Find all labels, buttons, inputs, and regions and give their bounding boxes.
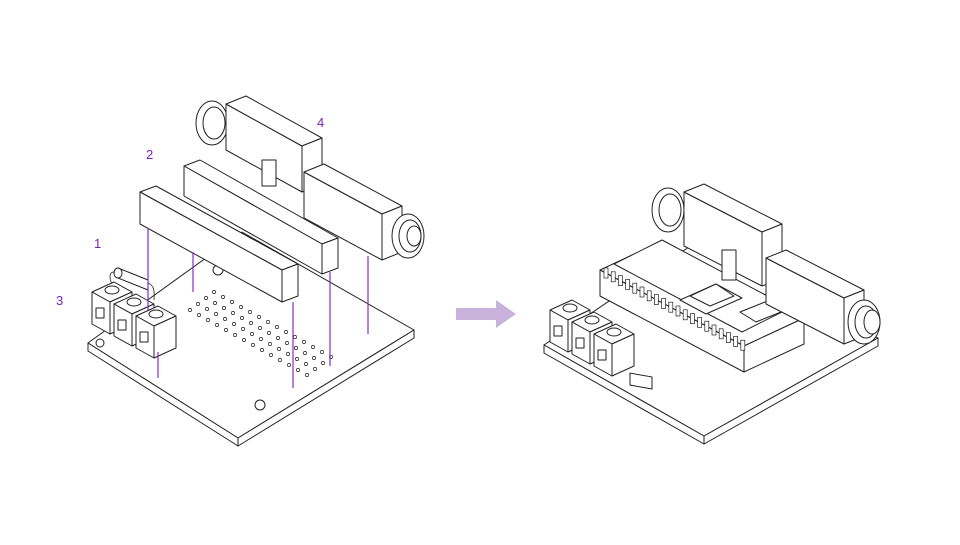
pcb-hole <box>248 310 252 314</box>
pcb-hole <box>313 367 317 371</box>
callout-step-3: 3 <box>56 293 64 308</box>
header-pin <box>690 313 695 324</box>
pcb-hole <box>305 373 309 377</box>
pcb-hole <box>242 338 246 342</box>
header-pin <box>632 282 638 294</box>
pcb-hole <box>287 363 291 367</box>
pcb-hole <box>231 311 235 315</box>
pcb-hole <box>239 305 243 309</box>
pcb-hole <box>296 368 300 372</box>
mounting-hole <box>254 399 266 411</box>
pcb-hole <box>257 315 261 319</box>
pcb-hole <box>241 327 245 331</box>
pcb-hole <box>277 347 281 351</box>
pcb-hole <box>269 353 273 357</box>
pcb-hole <box>312 356 316 360</box>
header-pin <box>733 336 738 347</box>
pcb-hole <box>276 336 280 340</box>
microcontroller-module <box>599 239 805 390</box>
header-pin <box>726 332 731 343</box>
header-pin <box>646 290 652 302</box>
pcb-hole <box>267 331 271 335</box>
pcb-hole <box>213 301 217 305</box>
header-pin <box>661 298 666 309</box>
pcb-hole <box>321 361 325 365</box>
pcb-hole <box>188 308 192 312</box>
audio-jack-connectors <box>195 95 425 261</box>
pcb-hole <box>212 290 216 294</box>
terminal-blocks <box>91 281 177 359</box>
pcb-hole <box>251 343 255 347</box>
pcb-hole <box>249 321 253 325</box>
pcb-hole <box>215 323 219 327</box>
pcb-hole <box>304 362 308 366</box>
pcb-hole <box>268 342 272 346</box>
pcb-hole <box>204 296 208 300</box>
pcb-hole <box>250 332 254 336</box>
header-pin <box>740 339 746 351</box>
pcb-hole <box>258 326 262 330</box>
pcb-hole <box>286 352 290 356</box>
header-pin <box>625 279 630 290</box>
pcb-hole <box>284 330 288 334</box>
header-pin <box>682 309 688 321</box>
pcb-hole <box>232 322 236 326</box>
pcb-hole <box>311 345 315 349</box>
pcb-hole <box>303 351 307 355</box>
header-pin <box>603 267 609 279</box>
pcb-hole <box>230 300 234 304</box>
header-pin <box>675 305 681 317</box>
pcb-hole <box>294 346 298 350</box>
exploded-view <box>87 95 425 447</box>
mounting-hole <box>95 338 105 348</box>
pcb-hole <box>221 295 225 299</box>
pcb-hole <box>266 320 270 324</box>
pcb-hole <box>275 325 279 329</box>
assembled-view <box>543 183 881 445</box>
assembly-leader-lines <box>147 228 369 388</box>
pcb-hole <box>196 302 200 306</box>
header-pin <box>704 320 710 332</box>
assembled-terminal-blocks <box>549 299 635 377</box>
header-pin <box>654 294 659 305</box>
arrow-right-icon <box>456 300 516 328</box>
pcb-hole <box>240 316 244 320</box>
pcb-hole <box>233 333 237 337</box>
pcb-hole <box>293 335 297 339</box>
callout-step-1: 1 <box>94 236 102 251</box>
pcb-hole <box>278 358 282 362</box>
pcb-hole <box>259 337 263 341</box>
pcb-hole <box>224 328 228 332</box>
header-pins <box>603 267 746 351</box>
pcb-hole <box>302 340 306 344</box>
pcb-hole <box>295 357 299 361</box>
pcb-holes <box>188 290 333 377</box>
callout-step-2: 2 <box>146 147 154 162</box>
pcb-hole <box>222 306 226 310</box>
pcb-hole <box>260 348 264 352</box>
header-strip-short <box>183 159 339 275</box>
assembled-audio-jacks <box>651 183 881 345</box>
pcb-hole <box>214 312 218 316</box>
header-pin <box>610 271 616 283</box>
bare-pcb <box>87 231 415 447</box>
header-pin <box>618 275 623 286</box>
pcb-hole <box>206 318 210 322</box>
pcb-hole <box>320 350 324 354</box>
header-pin <box>697 317 702 328</box>
header-pin <box>668 301 674 313</box>
header-pin <box>718 328 724 340</box>
pcb-hole <box>223 317 227 321</box>
callout-step-4: 4 <box>317 115 325 130</box>
header-pin <box>711 324 717 336</box>
pcb-hole <box>285 341 289 345</box>
header-strip-long <box>139 185 299 303</box>
pcb-hole <box>197 313 201 317</box>
header-pin <box>639 286 645 298</box>
pcb-hole <box>205 307 209 311</box>
